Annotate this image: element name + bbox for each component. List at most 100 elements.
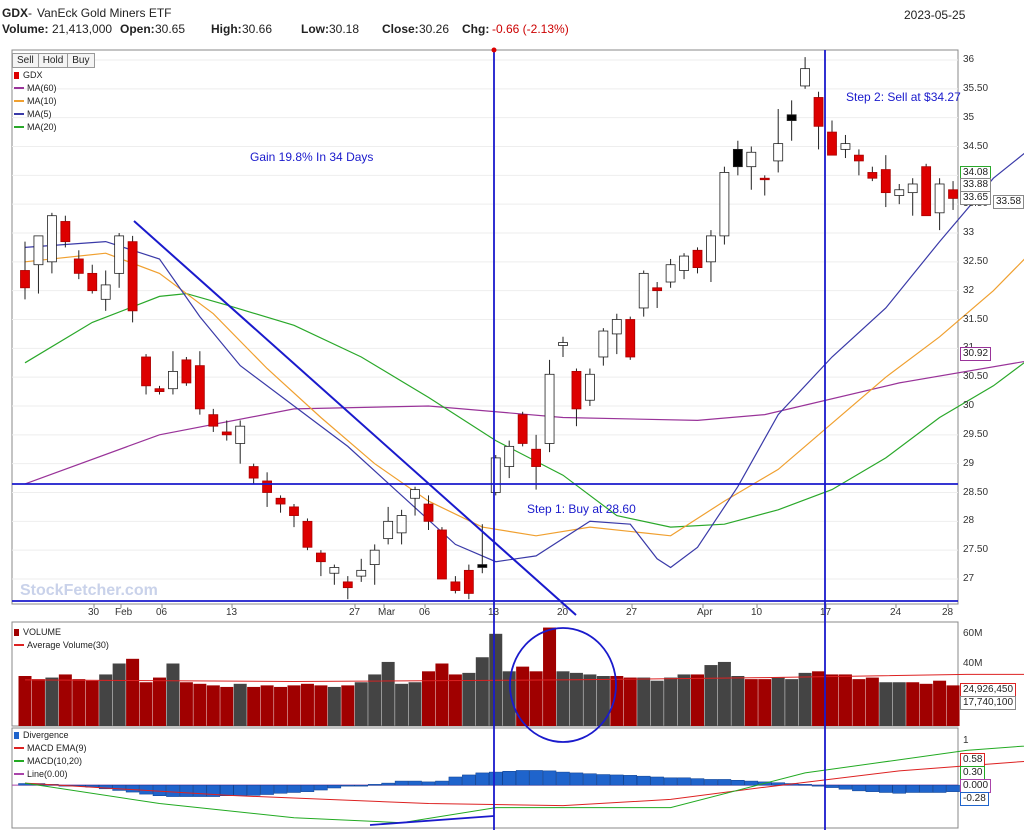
macd-histogram-bar	[421, 781, 436, 786]
candle-body	[87, 272, 98, 292]
candle-body	[907, 183, 918, 194]
volume-bar	[314, 685, 328, 726]
volume-bar	[72, 679, 86, 726]
macd-histogram-bar	[112, 784, 126, 791]
tag-ma60: 30.92	[960, 347, 992, 361]
candle-body	[275, 497, 286, 505]
volume-bar	[153, 677, 166, 726]
macd-histogram-bar	[744, 780, 759, 786]
volume-bar	[677, 674, 691, 726]
open-value: 30.65	[155, 22, 186, 36]
volume-bar	[731, 676, 745, 726]
macd-histogram-bar	[287, 784, 301, 793]
candle-body	[921, 166, 932, 217]
price-tick-label: 35.50	[963, 82, 989, 94]
macd-histogram	[12, 770, 960, 797]
price-tick-label: 34.50	[963, 140, 989, 152]
candle-body	[154, 388, 165, 392]
volume-bar	[206, 685, 220, 726]
volume-bar	[368, 674, 382, 726]
volume-bar	[771, 677, 785, 726]
volume-bar	[220, 686, 234, 726]
quote-date: 2023-05-25	[904, 8, 966, 22]
volume-bar	[381, 661, 395, 726]
volume-bar	[422, 671, 435, 726]
candle-body	[504, 445, 515, 467]
volume-bar	[596, 676, 610, 726]
macd-histogram-bar	[367, 784, 382, 786]
sell-button[interactable]: Sell	[12, 53, 39, 68]
volume-bar	[610, 676, 624, 726]
macd-histogram-bar	[636, 775, 651, 786]
macd-histogram-bar	[408, 780, 422, 786]
date-tick-label: 27	[626, 607, 638, 618]
date-tick-label: 06	[156, 607, 168, 618]
ma10-line	[24, 252, 1024, 537]
date-tick-label: 13	[488, 607, 500, 618]
price-tick-label: 36	[963, 54, 975, 65]
macd-histogram-bar	[475, 772, 490, 786]
volume-bar	[906, 682, 920, 726]
macd-histogram-bar	[677, 777, 691, 786]
volume-value: 21,413,000	[52, 22, 113, 36]
candle-body	[786, 114, 797, 121]
close-label: Close:	[382, 22, 419, 36]
volume-bar	[529, 671, 543, 726]
macd-ema-line	[24, 760, 1024, 807]
macd-histogram-bar	[448, 776, 463, 786]
candle-body	[585, 373, 595, 401]
open-label: Open:	[120, 22, 155, 36]
candle-body	[611, 319, 622, 335]
candle-body	[221, 431, 232, 436]
volume-label: Volume:	[2, 22, 49, 36]
volume-bar	[502, 671, 516, 726]
buy-button[interactable]: Buy	[67, 53, 95, 68]
volume-bar	[664, 677, 678, 726]
volume-bar	[193, 683, 207, 726]
macd-histogram-bar	[650, 776, 664, 786]
price-tick-label: 33	[963, 227, 975, 238]
candle-body	[517, 414, 528, 444]
macd-histogram-bar	[905, 784, 920, 793]
volume-bar	[798, 672, 812, 726]
volume-axis-60m: 60M	[963, 628, 983, 639]
average-volume-line	[24, 673, 1024, 683]
macd-histogram-bar	[542, 770, 557, 786]
volume-bar	[623, 677, 637, 726]
volume-bar	[247, 686, 261, 726]
close-value: 30.26	[419, 22, 450, 36]
volume-bar	[704, 665, 718, 726]
volume-bar	[126, 658, 140, 726]
volume-bar	[45, 677, 59, 726]
macd-histogram-bar	[314, 784, 328, 791]
candle-body	[598, 330, 609, 358]
date-tick-label: 06	[419, 607, 431, 618]
price-tick-label: 31.50	[963, 313, 989, 325]
hold-button[interactable]: Hold	[37, 53, 69, 68]
candle-body	[706, 235, 716, 263]
macd-histogram-bar	[193, 784, 207, 797]
legend-ma10: MA(10)	[14, 96, 57, 106]
date-tick-label: 24	[890, 607, 902, 618]
macd-histogram-bar	[596, 774, 611, 786]
macd-histogram-bar	[569, 772, 584, 786]
macd-histogram-bar	[300, 784, 315, 792]
volume-bar	[462, 672, 476, 726]
candle-body	[329, 567, 340, 574]
macd-histogram-bar	[152, 784, 167, 797]
volume-bar	[233, 683, 247, 726]
candle-body	[289, 506, 299, 516]
macd-histogram-bar	[811, 784, 826, 787]
gain-annotation: Gain 19.8% In 34 Days	[250, 150, 374, 164]
macd-histogram-bar	[139, 784, 153, 795]
candle-body	[450, 581, 461, 591]
macd-histogram-bar	[489, 771, 503, 786]
candle-body	[773, 143, 784, 162]
volume-bar	[717, 661, 731, 726]
date-tick-label: Apr	[697, 607, 713, 618]
volume-bar	[569, 672, 583, 726]
macd-histogram-bar	[825, 784, 839, 788]
price-tick-label: 30	[963, 400, 975, 411]
macd-histogram-bar	[919, 784, 933, 793]
candle-body	[315, 552, 326, 563]
